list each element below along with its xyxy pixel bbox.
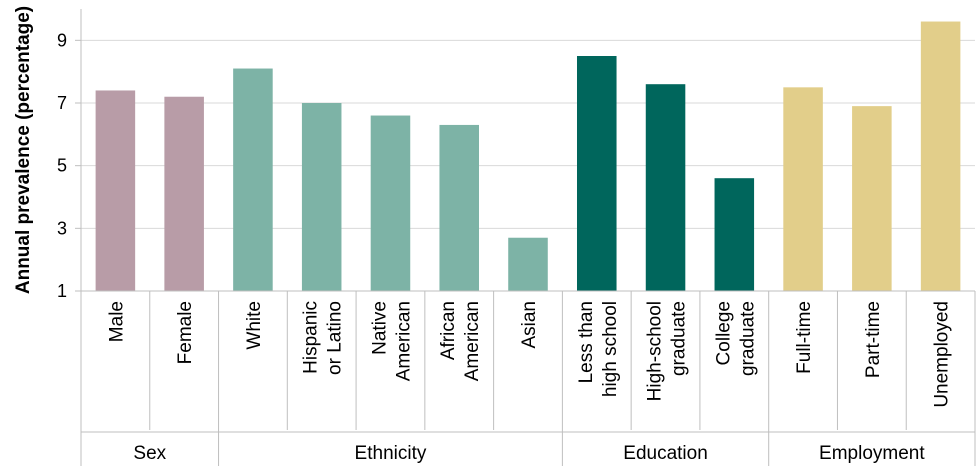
x-tick-label: Female: [175, 301, 196, 364]
x-tick-label: graduate: [669, 301, 690, 376]
bar: [233, 68, 273, 292]
y-tick-label: 7: [57, 93, 67, 113]
x-tick-label: high school: [600, 301, 621, 397]
x-tick-label: Unemployed: [932, 301, 953, 408]
bar: [164, 96, 204, 291]
group-label: Sex: [133, 443, 166, 464]
x-tick-label: African: [438, 301, 459, 360]
y-tick-label: 3: [57, 218, 67, 238]
group-label: Employment: [819, 443, 925, 464]
y-tick-label: 1: [57, 281, 67, 301]
x-tick-label: or Latino: [325, 301, 346, 375]
x-tick-label: College: [713, 301, 734, 365]
x-tick-label: Full-time: [794, 301, 815, 374]
bars: [95, 21, 961, 292]
bar: [95, 90, 136, 291]
y-axis-label: Annual prevalence (percentage): [13, 6, 34, 294]
x-tick-label: Part-time: [863, 301, 884, 378]
bar: [439, 124, 480, 291]
y-tick-label: 9: [57, 30, 67, 50]
x-tick-label: Male: [106, 301, 127, 342]
bar: [576, 56, 617, 291]
bar: [508, 237, 548, 291]
x-tick-label: Native: [369, 301, 390, 355]
bar: [370, 115, 411, 292]
x-tick-label: Asian: [519, 301, 540, 349]
x-tick-label: American: [462, 301, 483, 381]
x-tick-label: Hispanic: [301, 301, 322, 374]
axes: [75, 9, 976, 466]
bar: [920, 21, 961, 292]
y-tick-label: 5: [57, 156, 67, 176]
x-tick-label: American: [393, 301, 414, 381]
bar: [714, 178, 755, 291]
x-tick-label: Less than: [576, 301, 597, 383]
group-label: Education: [623, 443, 708, 464]
x-tick-label: High-school: [645, 301, 666, 401]
bar: [645, 84, 686, 291]
gridlines: [81, 39, 975, 229]
bar: [783, 87, 823, 291]
bar: [852, 106, 892, 291]
labels: 1 3 5 7 9 Male Female White Hispanic or Latino Nat…: [57, 30, 953, 464]
x-tick-label: White: [244, 301, 265, 350]
group-label: Ethnicity: [355, 443, 427, 464]
x-tick-label: graduate: [737, 301, 758, 376]
bar: [301, 103, 342, 291]
